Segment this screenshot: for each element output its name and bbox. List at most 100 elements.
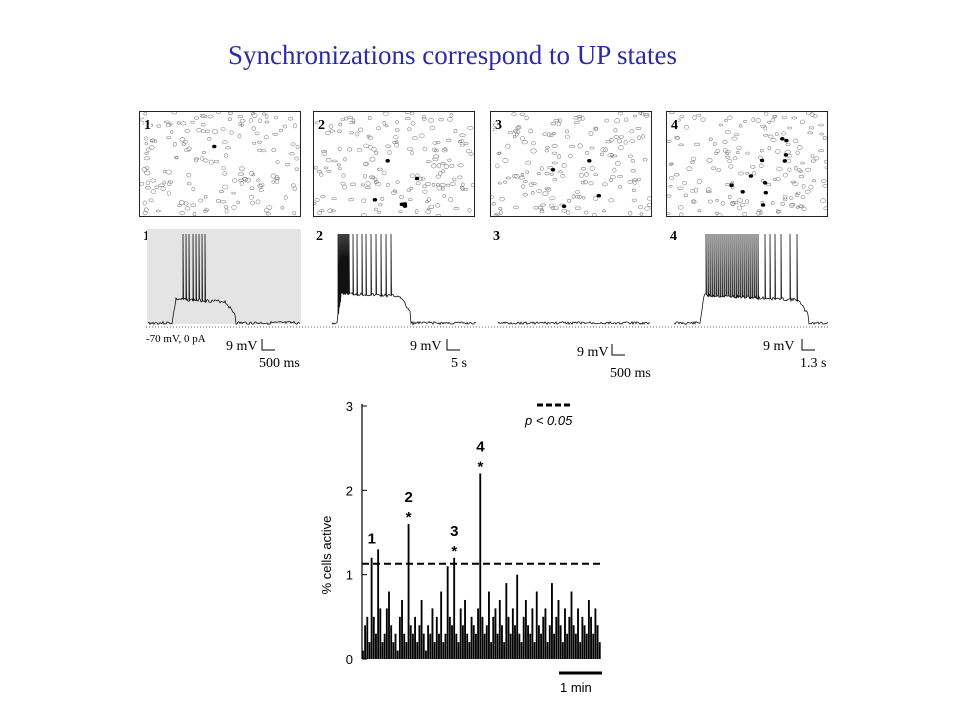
cell-outline [522,192,528,197]
cell-outline [231,205,237,210]
cell-outline [786,158,792,163]
bar [425,650,427,659]
bar [414,616,416,659]
cell-outline [491,202,496,206]
cell-outline [781,131,786,136]
cell-outline [365,186,371,190]
bar [572,625,575,659]
cell-outline [592,126,599,132]
bar [409,625,412,659]
cell-outline [497,181,502,185]
cell-outline [432,141,438,145]
cell-outline [336,163,341,167]
cell-outline [163,120,170,124]
cell-outline [414,209,419,214]
annotation-star: * [406,509,412,526]
bar [494,608,497,659]
cell-outline [750,165,756,169]
cell-outline [410,121,416,126]
cell-outline [224,205,229,209]
y-tick-label: 2 [346,483,353,498]
cell-outline [238,172,245,176]
bar [522,616,525,659]
active-cell [372,198,378,202]
trace-1-path [147,233,301,326]
cell-outline [804,189,811,194]
cell-outline [351,118,356,123]
bar [557,599,560,659]
cell-outline [819,132,824,136]
cell-outline [667,212,671,215]
cell-outline [422,189,428,194]
cell-outline [261,112,267,116]
cell-outline [314,198,320,202]
cell-outline [613,128,618,133]
cell-outline [609,174,616,180]
bar [535,591,538,659]
bar [590,616,592,659]
cell-outline [427,197,431,203]
cell-outline [495,163,500,169]
cell-outline [714,211,719,215]
bar [507,616,510,659]
bar [531,608,534,659]
bar [474,633,477,659]
cell-outline [499,197,505,202]
cell-outline [142,200,147,206]
annotation-star: * [477,459,483,476]
scale-bar-4 [801,339,815,351]
cell-outline [153,139,158,143]
bar [468,642,471,659]
cell-outline [271,180,275,184]
cell-outline [273,116,279,120]
cell-outline [518,175,525,180]
trace-label: 2 [316,229,323,244]
cell-outline [173,141,177,147]
cell-outline [364,161,369,166]
cell-outline [216,199,221,203]
cell-outline [257,148,263,152]
cell-outline [770,118,776,123]
bar [377,549,380,659]
cell-outline [697,209,702,212]
cell-outline [568,153,573,159]
cell-outline [467,208,472,213]
cell-outline [439,183,446,188]
bar [411,633,414,659]
cell-outline [643,112,650,116]
cell-outline [228,112,233,115]
legend-label: p < 0.05 [524,413,573,428]
cell-outline [245,177,252,183]
bar [403,633,406,659]
cell-outline [184,206,191,211]
cell-outline [578,173,584,178]
cell-outline [737,198,743,203]
cell-outline [795,150,800,156]
cell-outline [363,143,370,149]
cell-outline [328,124,334,129]
bar [485,625,488,659]
cell-outline [818,123,824,127]
cell-outline [314,165,318,170]
cell-outline [362,174,367,179]
cell-outline [406,188,412,192]
bar [442,642,445,659]
cell-outline [627,180,634,184]
cell-outline [331,159,338,163]
bar [583,625,586,659]
cell-outline [521,140,528,145]
cell-outline [499,210,503,216]
y-axis: 0 1 2 3 [346,399,367,667]
bar [527,625,529,659]
cell-outline [788,196,794,200]
cell-outline [265,212,271,216]
cell-outline [690,189,695,194]
cell-outline [426,207,431,211]
cell-map-svg [667,112,827,216]
cell-outline [708,137,713,141]
active-cell [762,181,768,185]
cell-outline [549,203,555,208]
cell-outline [320,194,326,199]
bar [453,557,456,659]
cell-outline [146,147,151,152]
